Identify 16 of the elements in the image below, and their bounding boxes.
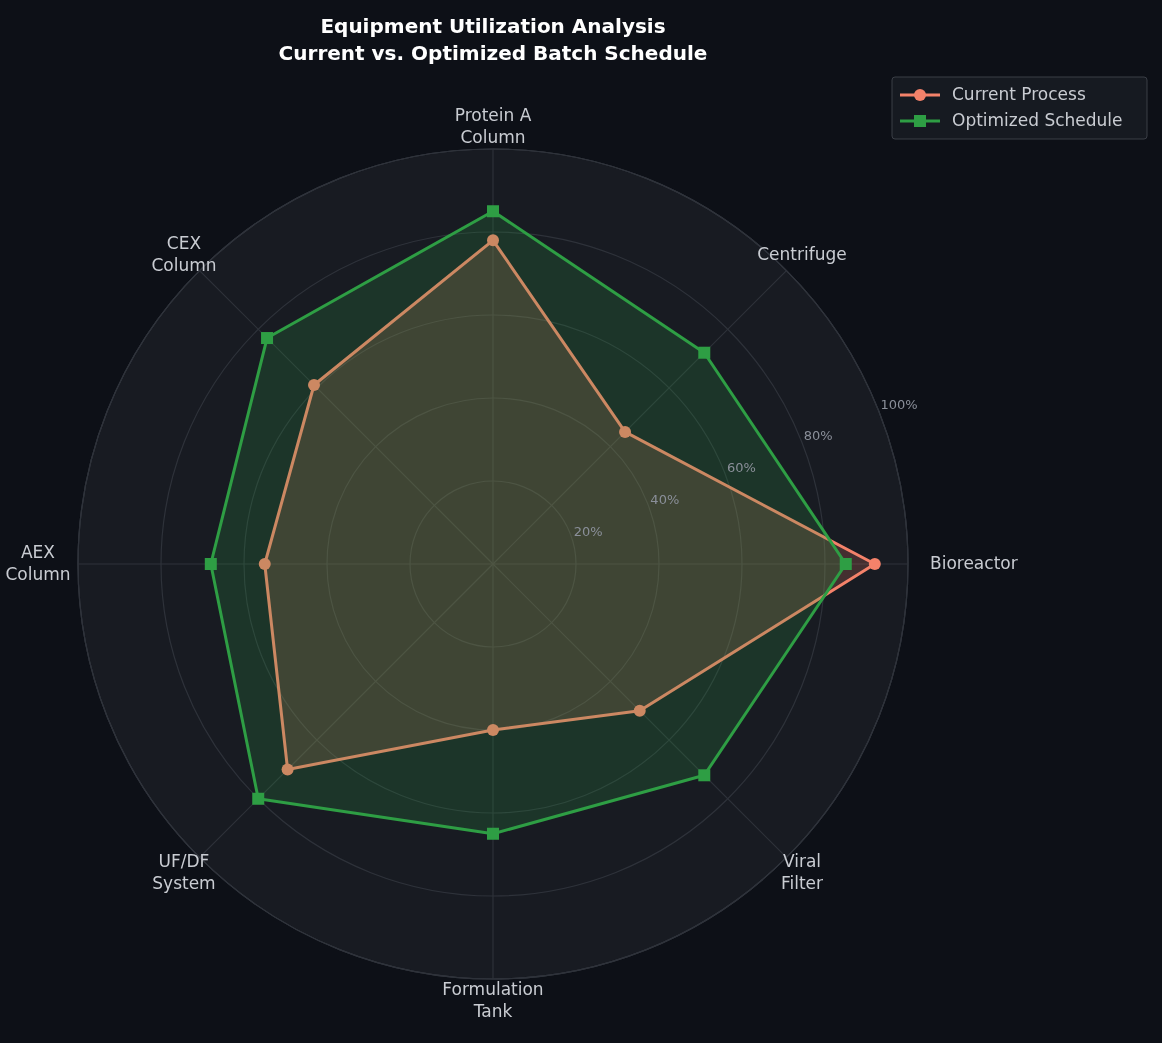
spoke-label: CEX Column — [151, 232, 217, 275]
spoke-label: Formulation Tank — [442, 979, 544, 1021]
y-tick-label: 80% — [803, 428, 833, 444]
spoke-label: AEX Column — [5, 542, 71, 584]
spoke-label: Bioreactor — [930, 553, 1018, 573]
y-tick-label: 100% — [880, 396, 918, 412]
y-tick-label: 60% — [727, 460, 756, 476]
legend-label: Optimized Schedule — [952, 110, 1123, 130]
y-tick-label: 20% — [573, 523, 603, 539]
spoke-label: Viral Filter — [780, 851, 824, 894]
chart-title: Equipment Utilization Analysis Current vs. Optimized Batch Schedule — [278, 14, 708, 65]
spoke-label: UF/DF System — [152, 851, 216, 894]
spoke-label: Centrifuge — [757, 243, 847, 264]
legend-label: Current Process — [952, 84, 1086, 104]
spoke-label: Protein A Column — [454, 105, 532, 147]
y-tick-label: 40% — [650, 491, 680, 507]
